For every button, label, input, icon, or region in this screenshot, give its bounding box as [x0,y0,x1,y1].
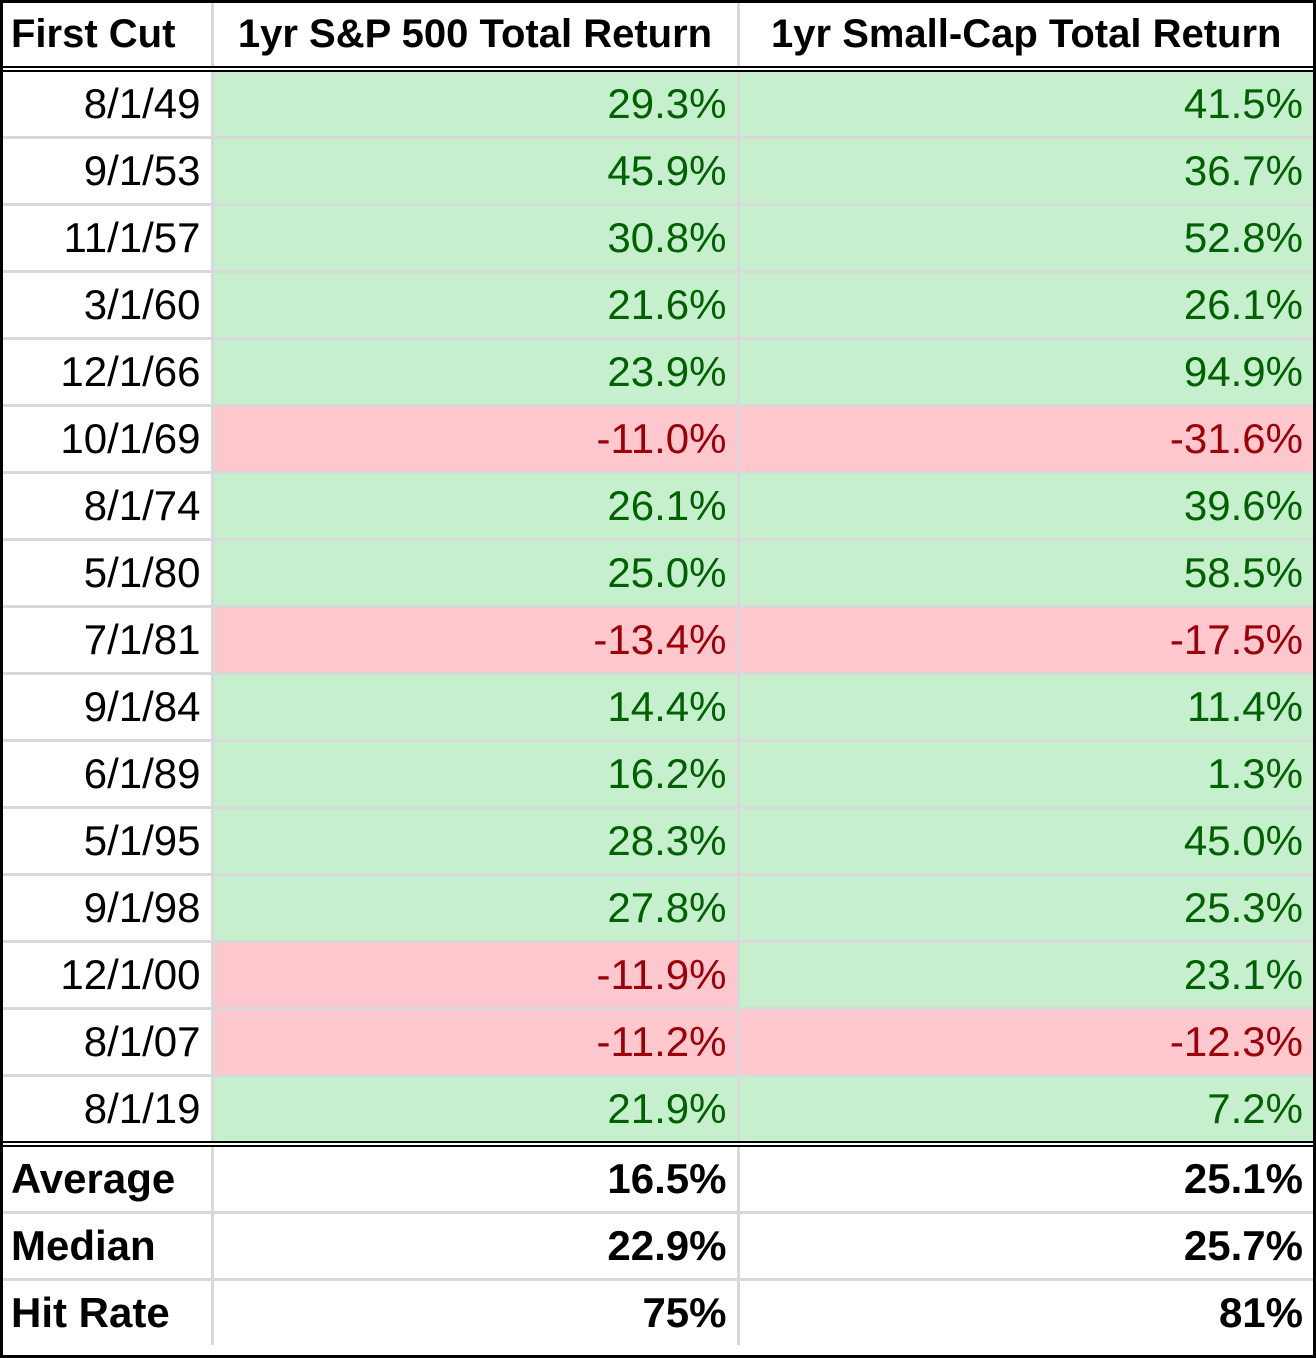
table-row: 6/1/89 16.2% 1.3% [3,740,1313,809]
table-header: First Cut 1yr S&P 500 Total Return 1yr S… [3,3,1313,72]
small-cap-return-cell: 1.3% [738,740,1313,809]
header-row: First Cut 1yr S&P 500 Total Return 1yr S… [3,3,1313,72]
small-cap-return-cell: 36.7% [738,137,1313,206]
summary-body: Average 16.5% 25.1% Median 22.9% 25.7% Hit Rat… [3,1144,1313,1345]
first-cut-date: 5/1/95 [3,807,214,876]
first-cut-date: 6/1/89 [3,740,214,809]
small-cap-return-cell: 11.4% [738,673,1313,742]
summary-label: Hit Rate [3,1279,214,1345]
table-row: 9/1/53 45.9% 36.7% [3,137,1313,206]
first-cut-date: 10/1/69 [3,405,214,474]
small-cap-return-cell: 26.1% [738,271,1313,340]
sp500-return-cell: -11.9% [212,941,740,1010]
table-body: 8/1/49 29.3% 41.5% 9/1/53 45.9% 36.7% 11/1/57 3… [3,69,1313,1147]
small-cap-return-cell: -17.5% [738,606,1313,675]
sp500-return-cell: 16.2% [212,740,740,809]
table-row: 8/1/74 26.1% 39.6% [3,472,1313,541]
table-row: 9/1/98 27.8% 25.3% [3,874,1313,943]
first-cut-date: 12/1/00 [3,941,214,1010]
small-cap-return-cell: 45.0% [738,807,1313,876]
table-row: 5/1/80 25.0% 58.5% [3,539,1313,608]
table-row: 12/1/00 -11.9% 23.1% [3,941,1313,1010]
small-cap-return-cell: 52.8% [738,204,1313,273]
table-row: 10/1/69 -11.0% -31.6% [3,405,1313,474]
first-cut-date: 7/1/81 [3,606,214,675]
small-cap-return-cell: 94.9% [738,338,1313,407]
summary-label: Median [3,1212,214,1281]
table-row: 8/1/07 -11.2% -12.3% [3,1008,1313,1077]
sp500-return-cell: -13.4% [212,606,740,675]
table-row: 11/1/57 30.8% 52.8% [3,204,1313,273]
first-cut-date: 8/1/07 [3,1008,214,1077]
sp500-return-cell: 21.9% [212,1075,740,1147]
sp500-return-cell: 30.8% [212,204,740,273]
small-cap-return-cell: 39.6% [738,472,1313,541]
first-cut-date: 9/1/84 [3,673,214,742]
table-row: 9/1/84 14.4% 11.4% [3,673,1313,742]
first-cut-date: 12/1/66 [3,338,214,407]
summary-small-cap-value: 25.7% [738,1212,1313,1281]
table-row: 5/1/95 28.3% 45.0% [3,807,1313,876]
first-cut-date: 8/1/19 [3,1075,214,1147]
sp500-return-cell: -11.0% [212,405,740,474]
small-cap-return-cell: -31.6% [738,405,1313,474]
small-cap-return-cell: 25.3% [738,874,1313,943]
summary-row: Average 16.5% 25.1% [3,1144,1313,1214]
table-row: 8/1/49 29.3% 41.5% [3,69,1313,139]
sp500-return-cell: 23.9% [212,338,740,407]
summary-sp500-value: 75% [212,1279,740,1345]
first-cut-date: 5/1/80 [3,539,214,608]
small-cap-return-cell: 58.5% [738,539,1313,608]
summary-sp500-value: 22.9% [212,1212,740,1281]
summary-label: Average [3,1144,214,1214]
sp500-return-cell: 25.0% [212,539,740,608]
sp500-return-cell: 21.6% [212,271,740,340]
summary-sp500-value: 16.5% [212,1144,740,1214]
small-cap-return-cell: 41.5% [738,69,1313,139]
first-cut-date: 9/1/53 [3,137,214,206]
sp500-return-cell: 26.1% [212,472,740,541]
summary-row: Median 22.9% 25.7% [3,1212,1313,1281]
sp500-return-cell: -11.2% [212,1008,740,1077]
small-cap-return-cell: -12.3% [738,1008,1313,1077]
table-row: 3/1/60 21.6% 26.1% [3,271,1313,340]
summary-small-cap-value: 81% [1218,1289,1303,1336]
first-cut-date: 9/1/98 [3,874,214,943]
header-sp500-return: 1yr S&P 500 Total Return [212,3,740,72]
small-cap-return-cell: 7.2% [738,1075,1313,1147]
first-cut-date: 3/1/60 [3,271,214,340]
small-cap-return-cell: 23.1% [738,941,1313,1010]
first-cut-date: 11/1/57 [3,204,214,273]
summary-small-cap-value: 25.1% [738,1144,1313,1214]
sp500-return-cell: 14.4% [212,673,740,742]
header-small-cap-return: 1yr Small-Cap Total Return [738,3,1313,72]
sp500-return-cell: 29.3% [212,69,740,139]
first-cut-date: 8/1/49 [3,69,214,139]
first-cut-date: 8/1/74 [3,472,214,541]
table-row: 7/1/81 -13.4% -17.5% [3,606,1313,675]
summary-row: Hit Rate 75% 81% [3,1279,1313,1345]
returns-table: First Cut 1yr S&P 500 Total Return 1yr S… [3,3,1313,1345]
sp500-return-cell: 27.8% [212,874,740,943]
sp500-return-cell: 28.3% [212,807,740,876]
table-row: 8/1/19 21.9% 7.2% [3,1075,1313,1147]
header-first-cut: First Cut [3,3,214,72]
table-row: 12/1/66 23.9% 94.9% [3,338,1313,407]
sp500-return-cell: 45.9% [212,137,740,206]
